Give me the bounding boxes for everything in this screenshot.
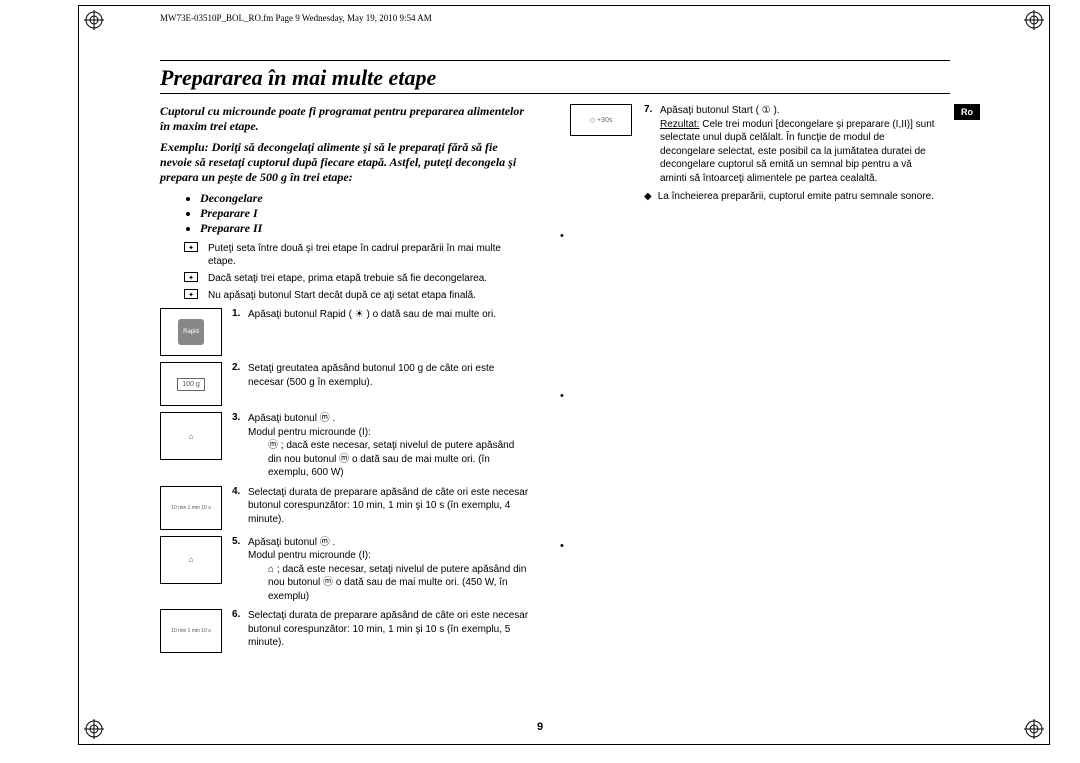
step-line: Apăsaţi butonul ⓜ . (248, 413, 335, 424)
note-icon (184, 289, 198, 299)
step-thumb-timer: 10 min 1 min 10 s (160, 609, 222, 653)
stage-item: Decongelare (200, 191, 530, 206)
step-row: ⌂ 5. Apăsaţi butonul ⓜ . Modul pentru mi… (160, 536, 530, 604)
column-separator-bullets: • (560, 540, 564, 552)
rule-below-title (160, 93, 950, 94)
column-right: Ro ◇ +30s 7. Apăsaţi butonul Start ( ① )… (570, 104, 940, 659)
intro-paragraph-1: Cuptorul cu microunde poate fi programat… (160, 104, 530, 134)
note-icon (184, 272, 198, 282)
step-number: 4. (232, 486, 248, 527)
step-thumb-start: ◇ +30s (570, 104, 632, 136)
bullet-icon: • (560, 230, 564, 242)
step-text: Apăsaţi butonul ⓜ . Modul pentru microun… (248, 412, 530, 480)
registration-mark-icon (84, 719, 104, 739)
rapid-icon: Rapid (178, 319, 204, 345)
section-title: Prepararea în mai multe etape (160, 65, 950, 91)
note-text: Nu apăsaţi butonul Start decât după ce a… (208, 289, 530, 302)
step-thumb-rapid: Rapid (160, 308, 222, 356)
column-separator-bullets: • (560, 390, 564, 402)
column-left: Cuptorul cu microunde poate fi programat… (160, 104, 530, 659)
file-header-meta: MW73E-03510P_BOL_RO.fm Page 9 Wednesday,… (160, 13, 432, 23)
step-text: Setaţi greutatea apăsând butonul 100 g d… (248, 362, 530, 389)
note-text: Puteţi seta între două şi trei etape în … (208, 242, 530, 268)
page-content: Prepararea în mai multe etape Cuptorul c… (160, 60, 950, 659)
step-line: Modul pentru microunde (I): (248, 550, 371, 561)
registration-mark-icon (84, 10, 104, 30)
step-number: 3. (232, 412, 248, 480)
bullet-icon: • (560, 540, 564, 552)
two-column-layout: Cuptorul cu microunde poate fi programat… (160, 104, 950, 659)
closing-note-text: La încheierea preparării, cuptorul emite… (658, 191, 934, 202)
step-line: Apăsaţi butonul ⓜ . (248, 537, 335, 548)
bullet-icon: • (560, 390, 564, 402)
stage-bullet-list: Decongelare Preparare I Preparare II (160, 191, 530, 236)
rule-top (160, 60, 950, 61)
step-line: Apăsaţi butonul Start ( ① ). (660, 105, 780, 116)
intro-paragraph-2: Exemplu: Doriţi să decongelaţi alimente … (160, 140, 530, 185)
step-thumb-microwave: ⌂ (160, 536, 222, 584)
result-label: Rezultat: (660, 119, 699, 130)
step-line: Modul pentru microunde (I): (248, 427, 371, 438)
note-row: Nu apăsaţi butonul Start decât după ce a… (184, 289, 530, 302)
step-line: ⌂ ; dacă este necesar, setaţi nivelul de… (248, 563, 530, 604)
diamond-icon: ◆ (644, 191, 652, 202)
microwave-icon: ⌂ (189, 432, 194, 441)
step-thumb-microwave: ⌂ (160, 412, 222, 460)
step-row: 10 min 1 min 10 s 4. Selectaţi durata de… (160, 486, 530, 530)
step-thumb-100g: 100 g (160, 362, 222, 406)
step-row: ⌂ 3. Apăsaţi butonul ⓜ . Modul pentru mi… (160, 412, 530, 480)
start-30s-icon: ◇ +30s (590, 116, 613, 124)
step-text: Apăsaţi butonul Rapid ( ☀ ) o dată sau d… (248, 308, 530, 322)
stage-item: Preparare II (200, 221, 530, 236)
result-text: Cele trei moduri [decongelare şi prepara… (660, 119, 935, 184)
step-thumb-timer: 10 min 1 min 10 s (160, 486, 222, 530)
step-text: Apăsaţi butonul ⓜ . Modul pentru microun… (248, 536, 530, 604)
step-number: 5. (232, 536, 248, 604)
weight-100g-icon: 100 g (177, 378, 205, 391)
step-number: 1. (232, 308, 248, 322)
step-text: Selectaţi durata de preparare apăsând de… (248, 609, 530, 650)
step-text: Apăsaţi butonul Start ( ① ). Rezultat: C… (660, 104, 940, 185)
timer-buttons-icon: 10 min 1 min 10 s (171, 505, 210, 511)
timer-buttons-icon: 10 min 1 min 10 s (171, 628, 210, 634)
page-number: 9 (537, 721, 543, 733)
registration-mark-icon (1024, 719, 1044, 739)
step-row: Rapid 1. Apăsaţi butonul Rapid ( ☀ ) o d… (160, 308, 530, 356)
step-row: 10 min 1 min 10 s 6. Selectaţi durata de… (160, 609, 530, 653)
step-number: 7. (644, 104, 660, 185)
stage-item: Preparare I (200, 206, 530, 221)
note-text: Dacă setaţi trei etape, prima etapă treb… (208, 272, 530, 285)
step-line: ⓜ ; dacă este necesar, setaţi nivelul de… (248, 439, 530, 480)
note-row: Puteţi seta între două şi trei etape în … (184, 242, 530, 268)
microwave-icon: ⌂ (189, 555, 194, 564)
step-row: 100 g 2. Setaţi greutatea apăsând butonu… (160, 362, 530, 406)
closing-note: ◆ La încheierea preparării, cuptorul emi… (570, 191, 940, 202)
language-tab: Ro (954, 104, 980, 120)
note-icon (184, 242, 198, 252)
step-row: ◇ +30s 7. Apăsaţi butonul Start ( ① ). R… (570, 104, 940, 185)
step-number: 6. (232, 609, 248, 650)
step-number: 2. (232, 362, 248, 389)
note-row: Dacă setaţi trei etape, prima etapă treb… (184, 272, 530, 285)
step-text: Selectaţi durata de preparare apăsând de… (248, 486, 530, 527)
column-separator-bullets: • (560, 230, 564, 242)
registration-mark-icon (1024, 10, 1044, 30)
